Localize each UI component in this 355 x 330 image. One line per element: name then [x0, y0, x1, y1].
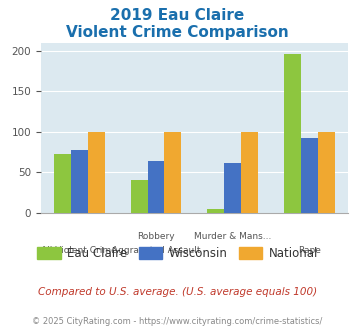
Bar [148, 161, 164, 213]
Text: Murder & Mans...: Murder & Mans... [194, 232, 272, 241]
Bar [284, 54, 301, 213]
Bar [207, 209, 224, 213]
Text: Compared to U.S. average. (U.S. average equals 100): Compared to U.S. average. (U.S. average … [38, 287, 317, 297]
Text: Rape: Rape [298, 246, 321, 255]
Bar [318, 132, 335, 213]
Bar [88, 132, 104, 213]
Text: Robbery: Robbery [137, 232, 175, 241]
Bar [71, 150, 88, 213]
Text: © 2025 CityRating.com - https://www.cityrating.com/crime-statistics/: © 2025 CityRating.com - https://www.city… [32, 317, 323, 326]
Text: All Violent Crime: All Violent Crime [41, 246, 117, 255]
Bar [54, 154, 71, 213]
Bar [301, 138, 318, 213]
Text: Aggravated Assault: Aggravated Assault [112, 246, 200, 255]
Text: 2019 Eau Claire: 2019 Eau Claire [110, 8, 245, 23]
Bar [164, 132, 181, 213]
Bar [131, 181, 148, 213]
Bar [224, 163, 241, 213]
Bar [241, 132, 258, 213]
Legend: Eau Claire, Wisconsin, National: Eau Claire, Wisconsin, National [37, 247, 318, 260]
Text: Violent Crime Comparison: Violent Crime Comparison [66, 25, 289, 40]
